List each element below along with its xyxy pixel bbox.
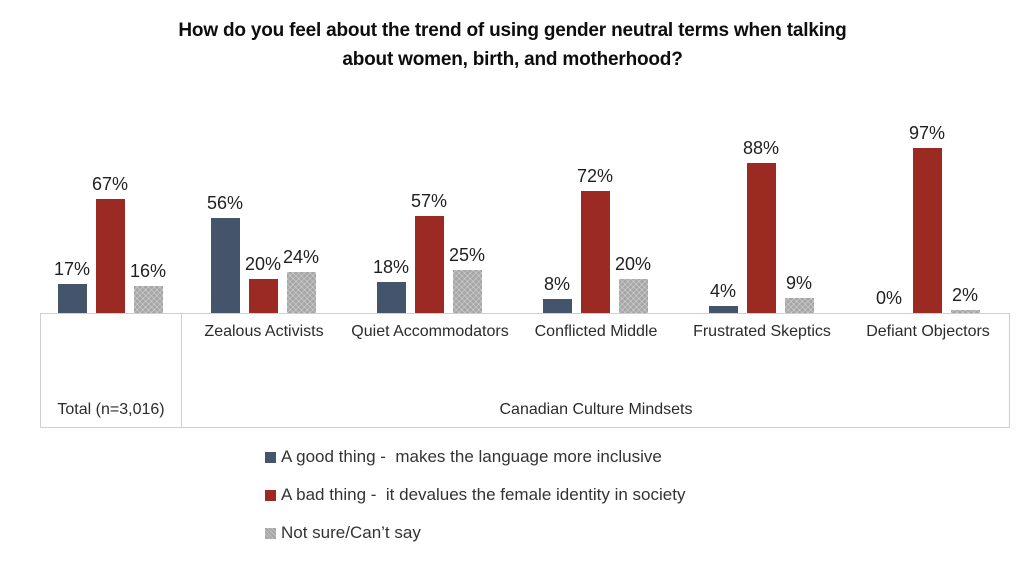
category-label-conflicted-middle: Conflicted Middle bbox=[534, 323, 658, 340]
data-label: 0% bbox=[875, 288, 902, 308]
category-label-quiet-accommodators: Quiet Accommodators bbox=[351, 323, 509, 340]
legend-item-bad-thing: A bad thing - it devalues the female ide… bbox=[265, 484, 685, 506]
data-label: 67% bbox=[91, 174, 129, 194]
bar-cell: 20% bbox=[245, 253, 281, 313]
data-label: 9% bbox=[785, 273, 812, 293]
bar bbox=[376, 282, 406, 313]
data-label: 97% bbox=[908, 123, 946, 143]
bar-cell: 57% bbox=[411, 190, 447, 313]
data-label: 20% bbox=[244, 254, 282, 274]
data-label: 2% bbox=[951, 285, 978, 305]
bar bbox=[708, 306, 738, 313]
legend-item-good-thing: A good thing - makes the language more i… bbox=[265, 446, 685, 468]
legend-marker-not-sure-icon bbox=[265, 527, 276, 539]
bar-cell: 20% bbox=[615, 253, 651, 313]
bar bbox=[542, 299, 572, 313]
legend-label-bad-thing: A bad thing - it devalues the female ide… bbox=[281, 485, 686, 504]
data-label: 18% bbox=[372, 257, 410, 277]
bar bbox=[133, 286, 163, 313]
chart-title-text: How do you feel about the trend of using… bbox=[178, 20, 847, 70]
bar-group: 18% 57% 25% bbox=[346, 90, 512, 313]
category-label-frustrated-skeptics: Frustrated Skeptics bbox=[693, 323, 831, 340]
bar-cell: 0% bbox=[875, 287, 904, 313]
bar-cell: 67% bbox=[92, 173, 128, 313]
category-axis-table: Zealous Activists Quiet Accommodators Co… bbox=[40, 313, 1010, 428]
bar bbox=[248, 279, 278, 313]
bar-group: 8% 72% 20% bbox=[512, 90, 678, 313]
bar-cell: 4% bbox=[708, 280, 738, 313]
axis-divider bbox=[181, 314, 182, 427]
bar bbox=[580, 191, 610, 313]
data-label: 20% bbox=[614, 254, 652, 274]
bar-cell: 24% bbox=[283, 246, 319, 313]
bar-cell: 16% bbox=[130, 260, 166, 313]
data-label: 16% bbox=[129, 261, 167, 281]
bar-cell: 18% bbox=[373, 256, 409, 313]
bar-group: 0% 97% 2% bbox=[844, 90, 1010, 313]
chart-title: How do you feel about the trend of using… bbox=[0, 16, 1025, 74]
legend: A good thing - makes the language more i… bbox=[265, 446, 685, 560]
legend-label-not-sure: Not sure/Can’t say bbox=[281, 523, 421, 542]
bar-cell: 72% bbox=[577, 165, 613, 313]
bar bbox=[618, 279, 648, 313]
data-label: 17% bbox=[53, 259, 91, 279]
bar-cell: 9% bbox=[784, 272, 814, 313]
bar-cell: 8% bbox=[542, 273, 572, 313]
data-label: 4% bbox=[709, 281, 736, 301]
bar bbox=[414, 216, 444, 313]
data-label: 56% bbox=[206, 193, 244, 213]
data-label: 57% bbox=[410, 191, 448, 211]
bar-cell: 97% bbox=[909, 122, 945, 313]
bar-group: 56% 20% 24% bbox=[180, 90, 346, 313]
bar bbox=[286, 272, 316, 313]
bar-cell: 56% bbox=[207, 192, 243, 313]
category-label-defiant-objectors: Defiant Objectors bbox=[866, 323, 990, 340]
bar bbox=[950, 310, 980, 313]
data-label: 8% bbox=[543, 274, 570, 294]
bar-group: 4% 88% 9% bbox=[678, 90, 844, 313]
bar-group: 17% 67% 16% bbox=[40, 90, 180, 313]
bar bbox=[452, 270, 482, 313]
bar-cell: 17% bbox=[54, 258, 90, 313]
bar bbox=[746, 163, 776, 313]
legend-marker-good-thing-icon bbox=[265, 451, 276, 463]
bar-cell: 88% bbox=[743, 137, 779, 313]
legend-item-not-sure: Not sure/Can’t say bbox=[265, 522, 685, 544]
bar-plot-area: 17% 67% 16% 56% 20% 24% 18% 57% 25% 8% 72% 20% 4% 88%… bbox=[0, 90, 1025, 313]
group-axis-label: Canadian Culture Mindsets bbox=[499, 401, 693, 418]
data-label: 24% bbox=[282, 247, 320, 267]
bar-cell: 25% bbox=[449, 244, 485, 313]
bar bbox=[57, 284, 87, 313]
category-label-total: Total (n=3,016) bbox=[57, 401, 165, 418]
bar bbox=[95, 199, 125, 313]
bar bbox=[912, 148, 942, 313]
legend-label-good-thing: A good thing - makes the language more i… bbox=[281, 447, 662, 466]
bar bbox=[784, 298, 814, 313]
data-label: 25% bbox=[448, 245, 486, 265]
category-label-zealous-activists: Zealous Activists bbox=[204, 323, 324, 340]
bar-cell: 2% bbox=[950, 284, 980, 313]
data-label: 72% bbox=[576, 166, 614, 186]
data-label: 88% bbox=[742, 138, 780, 158]
bar bbox=[210, 218, 240, 313]
legend-marker-bad-thing-icon bbox=[265, 489, 276, 501]
